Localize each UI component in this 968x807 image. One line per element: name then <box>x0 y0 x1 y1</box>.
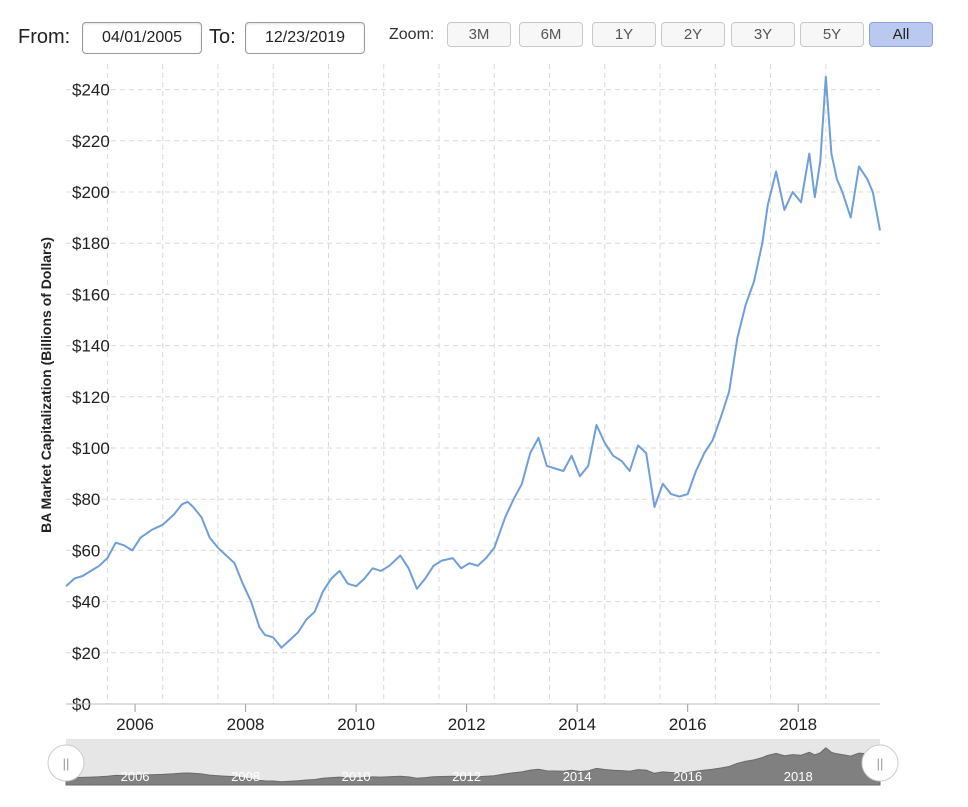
navigator-handle-right[interactable]: || <box>861 744 899 782</box>
y-tick-label: $240 <box>72 81 110 100</box>
y-axis-ticks: $0$20$40$60$80$100$120$140$160$180$200$2… <box>72 81 110 714</box>
y-tick-label: $60 <box>72 541 100 560</box>
x-tick-label: 2018 <box>779 715 817 734</box>
range-selector-bar: From: 04/01/2005 To: 12/23/2019 Zoom: 3M… <box>0 0 968 70</box>
to-date-input[interactable]: 12/23/2019 <box>245 22 365 54</box>
x-axis-ticks: 2006 2008 2010 2012 2014 2016 2018 <box>66 703 880 734</box>
zoom-1y-button[interactable]: 1Y <box>592 22 656 47</box>
from-date-input[interactable]: 04/01/2005 <box>82 22 202 54</box>
zoom-3y-button[interactable]: 3Y <box>731 22 795 47</box>
y-tick-label: $100 <box>72 439 110 458</box>
to-label: To: <box>209 26 236 48</box>
navigator-tick-label: 2018 <box>784 769 813 784</box>
navigator-handle-knob[interactable] <box>47 744 85 782</box>
x-tick-label: 2010 <box>337 715 375 734</box>
navigator-tick-label: 2016 <box>673 769 702 784</box>
navigator-tick-label: 2010 <box>342 769 371 784</box>
y-axis-label: BA Market Capitalization (Billions of Do… <box>38 237 54 533</box>
from-label: From: <box>18 26 71 48</box>
zoom-3m-button[interactable]: 3M <box>447 22 511 47</box>
y-tick-label: $180 <box>72 234 110 253</box>
y-tick-label: $120 <box>72 388 110 407</box>
zoom-label: Zoom: <box>389 26 435 43</box>
x-tick-label: 2014 <box>558 715 596 734</box>
y-tick-label: $40 <box>72 593 100 612</box>
y-tick-label: $220 <box>72 132 110 151</box>
y-tick-label: $160 <box>72 285 110 304</box>
navigator-tick-label: 2014 <box>563 769 592 784</box>
navigator-series-area <box>65 747 881 786</box>
navigator[interactable]: 2006 2008 2010 2012 2014 2016 2018 || || <box>47 739 899 786</box>
zoom-5y-button[interactable]: 5Y <box>800 22 864 47</box>
x-tick-label: 2016 <box>669 715 707 734</box>
navigator-tick-label: 2012 <box>452 769 481 784</box>
zoom-6m-button[interactable]: 6M <box>519 22 583 47</box>
y-tick-label: $80 <box>72 490 100 509</box>
navigator-handle-grip: || <box>63 756 70 771</box>
y-tick-label: $20 <box>72 644 100 663</box>
navigator-tick-label: 2008 <box>231 769 260 784</box>
y-tick-label: $200 <box>72 183 110 202</box>
series-layer <box>65 75 881 649</box>
navigator-handle-grip: || <box>877 756 884 771</box>
y-tick-label: $140 <box>72 337 110 356</box>
navigator-handle-knob[interactable] <box>861 744 899 782</box>
zoom-all-button[interactable]: All <box>869 22 933 47</box>
x-tick-label: 2006 <box>116 715 154 734</box>
x-tick-label: 2012 <box>448 715 486 734</box>
gridlines <box>66 64 880 705</box>
x-tick-label: 2008 <box>227 715 265 734</box>
zoom-2y-button[interactable]: 2Y <box>661 22 725 47</box>
navigator-tick-label: 2006 <box>121 769 150 784</box>
navigator-handle-left[interactable]: || <box>47 744 85 782</box>
series-line <box>65 75 881 649</box>
